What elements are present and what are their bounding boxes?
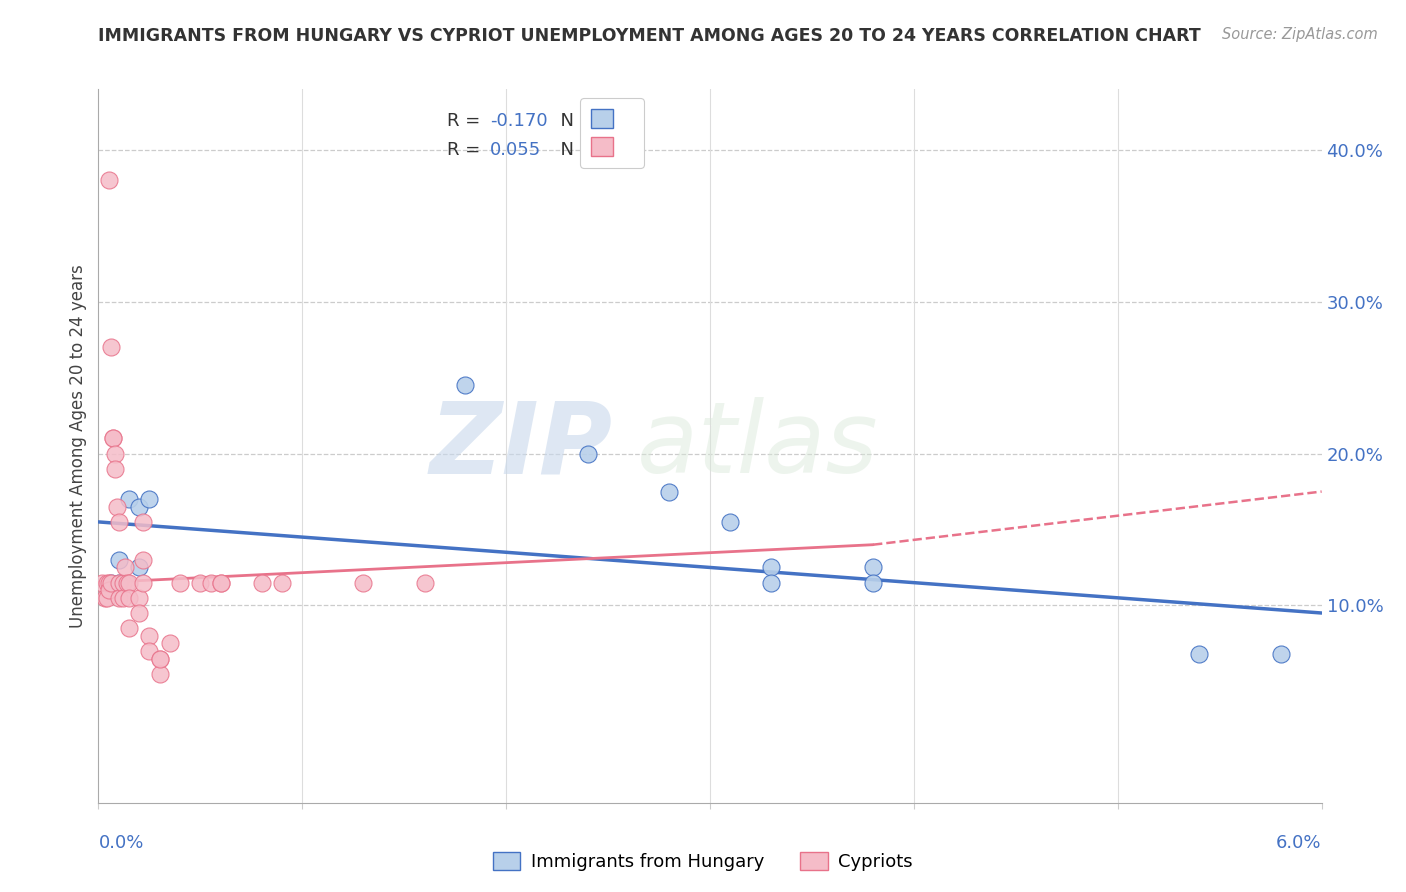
Text: -0.170: -0.170 [489,112,547,130]
Point [100,340,122,354]
Text: 0.055: 0.055 [489,141,541,159]
Text: 0.0%: 0.0% [98,834,143,852]
Point [169,575,191,590]
Point [1188,647,1211,661]
Point [132,575,155,590]
Point [149,651,172,665]
Point [118,492,141,507]
Point [118,575,141,590]
Text: atlas: atlas [637,398,879,494]
Point [132,515,155,529]
Text: 6.0%: 6.0% [1277,834,1322,852]
Point [576,447,599,461]
Text: R =: R = [447,141,486,159]
Point [209,575,232,590]
Point [96,575,118,590]
Point [111,591,134,605]
Point [91,575,114,590]
Point [96,591,118,605]
Point [149,651,172,665]
Point [138,492,160,507]
Point [105,500,128,514]
Legend: Immigrants from Hungary, Cypriots: Immigrants from Hungary, Cypriots [486,845,920,879]
Text: N =: N = [548,112,600,130]
Text: R =: R = [447,112,486,130]
Point [111,575,134,590]
Y-axis label: Unemployment Among Ages 20 to 24 years: Unemployment Among Ages 20 to 24 years [69,264,87,628]
Point [132,553,155,567]
Point [718,515,742,529]
Point [138,629,160,643]
Text: 17: 17 [592,112,614,130]
Point [128,500,150,514]
Point [138,644,160,658]
Point [1270,647,1292,661]
Point [104,447,127,461]
Point [108,575,131,590]
Point [352,575,374,590]
Legend:  ,  : , [581,98,644,168]
Point [93,591,115,605]
Text: IMMIGRANTS FROM HUNGARY VS CYPRIOT UNEMPLOYMENT AMONG AGES 20 TO 24 YEARS CORREL: IMMIGRANTS FROM HUNGARY VS CYPRIOT UNEMP… [98,27,1201,45]
Point [108,515,131,529]
Point [108,591,131,605]
Point [862,560,884,574]
Text: 44: 44 [592,141,614,159]
Point [97,583,120,598]
Point [250,575,273,590]
Point [128,591,150,605]
Text: ZIP: ZIP [429,398,612,494]
Point [97,575,120,590]
Point [115,575,138,590]
Point [104,462,127,476]
Point [270,575,292,590]
Point [128,560,150,574]
Text: N =: N = [548,141,600,159]
Point [100,575,122,590]
Point [101,431,124,445]
Point [188,575,212,590]
Point [128,606,150,620]
Point [114,560,136,574]
Text: Source: ZipAtlas.com: Source: ZipAtlas.com [1222,27,1378,42]
Point [100,575,122,590]
Point [108,575,131,590]
Point [413,575,436,590]
Point [454,378,477,392]
Point [149,666,172,681]
Point [761,575,783,590]
Point [159,636,181,650]
Point [200,575,222,590]
Point [658,484,681,499]
Point [761,560,783,574]
Point [209,575,232,590]
Point [118,621,141,635]
Point [108,553,131,567]
Point [118,591,141,605]
Point [101,431,124,445]
Point [862,575,884,590]
Point [97,173,120,187]
